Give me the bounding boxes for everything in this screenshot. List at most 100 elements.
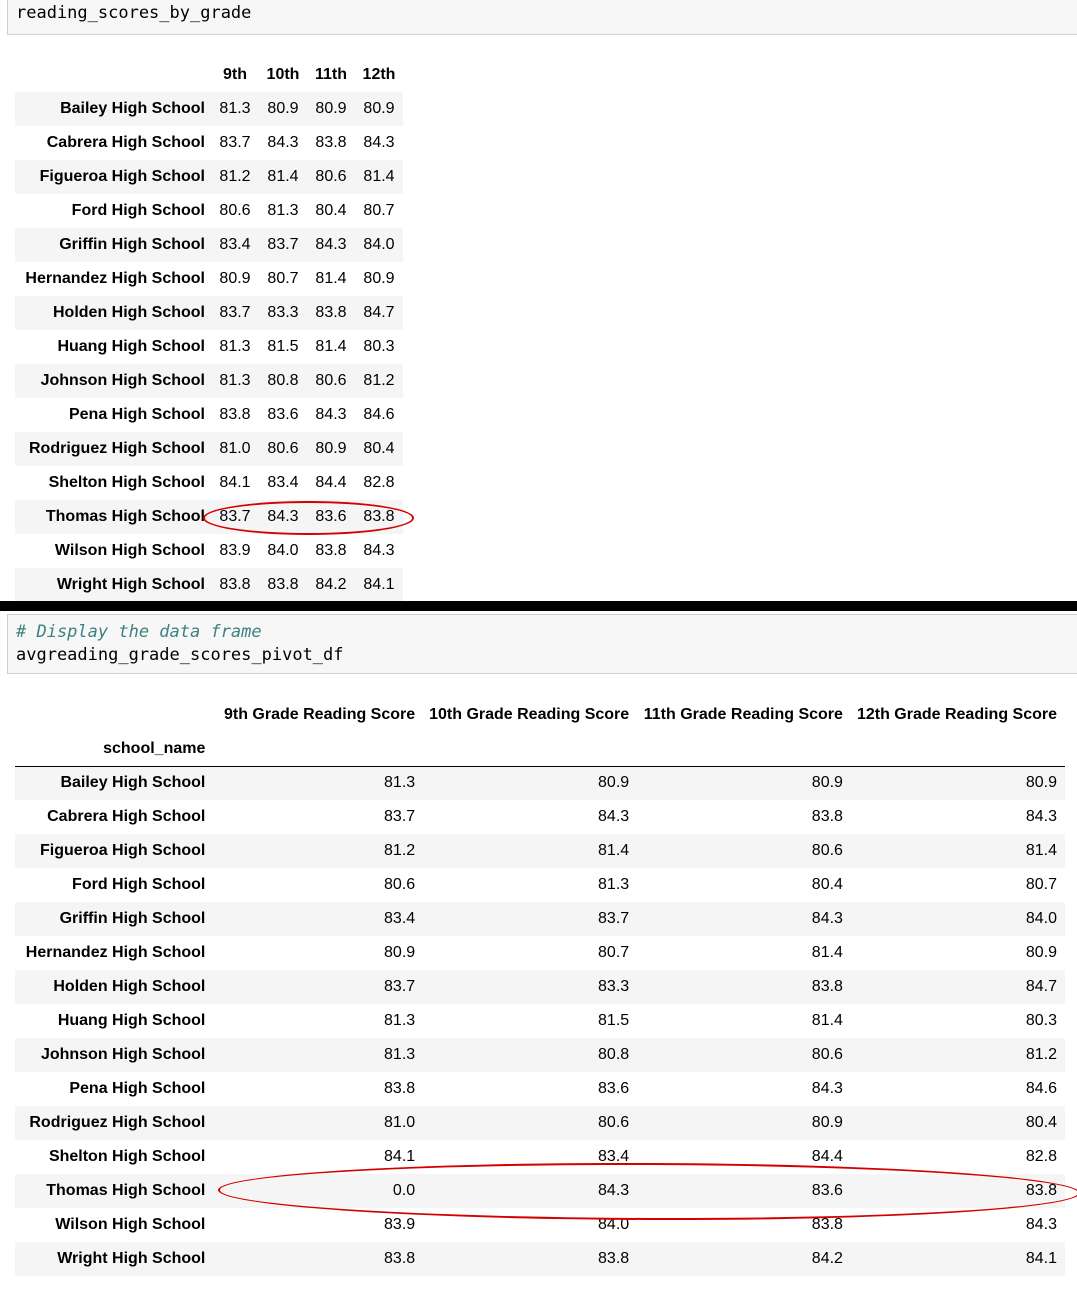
table-row: Shelton High School 84.1 83.4 84.4 82.8 [15, 466, 403, 500]
table-row: Wilson High School 83.9 84.0 83.8 84.3 [15, 1208, 1065, 1242]
table-cell: 80.9 [315, 440, 347, 457]
column-header: 11th Grade Reading Score [643, 706, 843, 723]
table-cell: 83.6 [598, 1080, 630, 1097]
table-cell: 80.4 [811, 876, 843, 893]
index-name-row: school_name [15, 732, 1065, 766]
table-row: Bailey High School 81.3 80.9 80.9 80.9 [15, 766, 1065, 800]
table-cell: 81.2 [1025, 1046, 1057, 1063]
row-label: Wright High School [57, 1250, 206, 1267]
table-cell: 83.8 [811, 978, 843, 995]
row-label: Thomas High School [45, 508, 205, 525]
header-row: 9th Grade Reading Score 10th Grade Readi… [15, 698, 1065, 732]
table-cell: 84.1 [384, 1148, 416, 1165]
row-label: Shelton High School [48, 474, 205, 491]
table-cell: 84.2 [811, 1250, 843, 1267]
table-cell: 80.4 [363, 440, 395, 457]
table-cell: 83.4 [384, 910, 416, 927]
column-header: 9th [223, 66, 247, 83]
table-cell: 83.9 [384, 1216, 416, 1233]
table-cell: 80.9 [598, 774, 630, 792]
table-cell: 80.9 [267, 100, 299, 117]
table-row: Rodriguez High School 81.0 80.6 80.9 80.4 [15, 432, 403, 466]
table-cell: 84.3 [315, 406, 347, 423]
table-row: Figueroa High School 81.2 81.4 80.6 81.4 [15, 834, 1065, 868]
table-cell: 83.3 [267, 304, 299, 321]
code-cell-input[interactable]: reading_scores_by_grade [7, 0, 1077, 35]
table-cell: 83.8 [267, 576, 299, 593]
table-cell: 83.6 [267, 406, 299, 423]
table-cell: 84.0 [1025, 910, 1057, 927]
table-cell: 83.9 [219, 542, 251, 559]
dataframe-table: 9th Grade Reading Score 10th Grade Readi… [15, 698, 1065, 1276]
row-label: Shelton High School [48, 1148, 206, 1165]
row-label: Bailey High School [60, 774, 206, 792]
row-label: Huang High School [57, 1012, 206, 1029]
table-cell: 81.4 [315, 338, 347, 355]
table-cell: 84.1 [219, 474, 251, 491]
table-cell: 80.9 [363, 270, 395, 287]
table-cell: 80.9 [315, 100, 347, 117]
table-row: Huang High School 81.3 81.5 81.4 80.3 [15, 330, 403, 364]
row-label: Griffin High School [59, 910, 206, 927]
table-cell: 83.7 [267, 236, 299, 253]
table-cell: 83.7 [598, 910, 630, 927]
table-cell: 84.3 [363, 542, 395, 559]
table-cell: 81.4 [363, 168, 395, 185]
table-row: Johnson High School 81.3 80.8 80.6 81.2 [15, 364, 403, 398]
table-cell: 84.0 [363, 236, 395, 253]
table-cell: 81.3 [219, 372, 251, 389]
table-cell: 83.8 [1025, 1182, 1057, 1199]
table-cell: 81.5 [267, 338, 299, 355]
row-label: Cabrera High School [47, 808, 206, 825]
row-label: Figueroa High School [40, 842, 206, 859]
table-cell: 80.9 [1025, 774, 1057, 792]
table-cell: 84.3 [598, 1182, 630, 1199]
row-label: Huang High School [57, 338, 205, 355]
table-cell: 80.4 [1025, 1114, 1057, 1131]
table-row: Bailey High School 81.3 80.9 80.9 80.9 [15, 92, 403, 126]
table-cell: 83.7 [219, 304, 251, 321]
row-label: Wright High School [56, 576, 205, 593]
table-cell: 83.8 [315, 134, 347, 151]
table-cell: 81.0 [384, 1114, 416, 1131]
table-cell: 84.4 [315, 474, 347, 491]
column-header: 10th [266, 66, 300, 83]
row-label: Figueroa High School [39, 168, 205, 185]
bottom-screenshot: # Display the data frame avgreading_grad… [0, 611, 1077, 1293]
table-cell: 82.8 [363, 474, 395, 491]
table-row: Wilson High School 83.9 84.0 83.8 84.3 [15, 534, 403, 568]
table-row: Johnson High School 81.3 80.8 80.6 81.2 [15, 1038, 1065, 1072]
table-cell: 83.8 [384, 1080, 416, 1097]
column-header: 10th Grade Reading Score [429, 706, 630, 723]
row-label: Johnson High School [40, 372, 205, 389]
table-cell: 84.0 [267, 542, 299, 559]
table-row: Pena High School 83.8 83.6 84.3 84.6 [15, 398, 403, 432]
corner-cell [15, 58, 211, 92]
table-cell: 80.9 [811, 774, 843, 792]
table-cell: 83.8 [811, 808, 843, 825]
table-cell: 84.3 [267, 508, 299, 525]
table-cell: 83.6 [315, 508, 347, 525]
table-cell: 80.9 [363, 100, 395, 117]
table-row: Hernandez High School 80.9 80.7 81.4 80.9 [15, 936, 1065, 970]
code-text: reading_scores_by_grade [16, 3, 252, 23]
table-row: Thomas High School 83.7 84.3 83.6 83.8 [15, 500, 403, 534]
table-cell: 80.7 [363, 202, 395, 219]
table-cell: 80.6 [267, 440, 299, 457]
table-cell: 84.3 [267, 134, 299, 151]
code-cell-input[interactable]: # Display the data frame avgreading_grad… [7, 614, 1077, 674]
table-cell: 84.1 [1025, 1250, 1057, 1267]
table-row: Hernandez High School 80.9 80.7 81.4 80.9 [15, 262, 403, 296]
table-cell: 84.6 [363, 406, 395, 423]
table-cell: 84.3 [1025, 1216, 1057, 1233]
table-row: Shelton High School 84.1 83.4 84.4 82.8 [15, 1140, 1065, 1174]
table-cell: 0.0 [392, 1182, 416, 1199]
table-cell: 84.4 [811, 1148, 843, 1165]
row-label: Ford High School [72, 876, 206, 893]
table-cell: 83.8 [219, 576, 251, 593]
table-cell: 80.9 [1025, 944, 1057, 961]
table-cell: 80.9 [219, 270, 251, 287]
table-cell: 80.4 [315, 202, 347, 219]
table-cell: 83.8 [315, 304, 347, 321]
table-cell: 81.3 [384, 1046, 416, 1063]
